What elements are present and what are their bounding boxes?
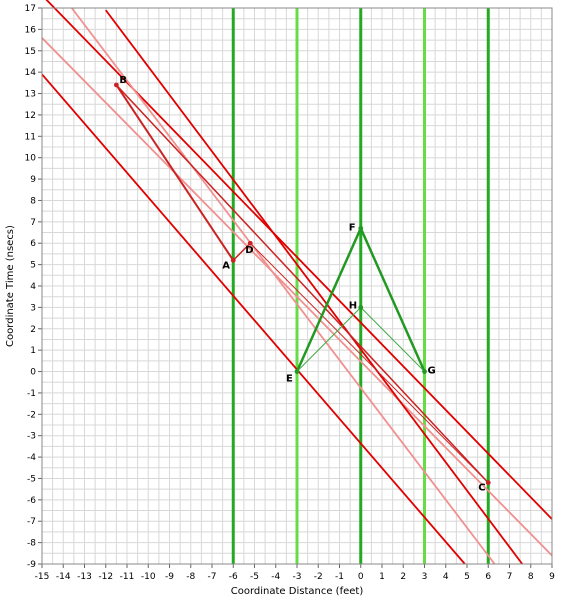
segment-DC xyxy=(249,242,489,484)
point-label-D: D xyxy=(245,245,253,256)
segment-FG xyxy=(359,227,426,373)
y-tick-label: 3 xyxy=(30,303,36,313)
y-tick-label: 10 xyxy=(25,154,37,164)
segment-BA xyxy=(115,84,235,261)
point-label-H: H xyxy=(349,300,357,311)
segment-BC xyxy=(115,84,489,484)
point-G xyxy=(422,369,427,374)
x-tick-label: 9 xyxy=(549,572,555,582)
x-tick-label: 3 xyxy=(422,572,428,582)
diagonal-line-3 xyxy=(105,9,523,565)
x-tick-label: -13 xyxy=(77,572,92,582)
point-label-A: A xyxy=(222,260,230,271)
x-tick-label: -14 xyxy=(56,572,71,582)
point-D xyxy=(247,240,253,246)
y-tick-label: 16 xyxy=(25,25,37,35)
y-tick-label: -9 xyxy=(27,560,36,570)
x-tick-label: -7 xyxy=(208,572,217,582)
segment-HG xyxy=(360,307,425,372)
y-tick-label: -5 xyxy=(27,474,36,484)
x-tick-label: -6 xyxy=(229,572,238,582)
points: A B C D E F G H xyxy=(113,75,491,494)
plot-frame xyxy=(41,7,553,565)
x-tick-labels: -15 -14 -13 -12 -11 -10 -9 -8 -7 -6 -5 -4 -3 -2 -1 0 1 2 3… xyxy=(35,564,555,582)
point-B xyxy=(113,82,119,88)
y-tick-label: 7 xyxy=(30,218,36,228)
y-tick-label: 6 xyxy=(30,239,36,249)
point-E xyxy=(294,369,300,374)
point-label-C: C xyxy=(478,483,485,494)
y-tick-label: 9 xyxy=(30,175,36,185)
x-axis-title: Coordinate Distance (feet) xyxy=(231,586,364,597)
x-tick-label: 2 xyxy=(400,572,406,582)
diagonal-lines xyxy=(41,0,553,565)
x-tick-label: 4 xyxy=(443,572,449,582)
y-tick-label: 17 xyxy=(25,4,36,14)
y-tick-label: -6 xyxy=(27,496,36,506)
vertical-worldlines xyxy=(231,8,490,564)
x-tick-label: 0 xyxy=(358,572,364,582)
point-label-F: F xyxy=(349,222,356,233)
x-tick-label: -3 xyxy=(293,572,302,582)
x-tick-label: 8 xyxy=(528,572,534,582)
triangle-segments xyxy=(115,84,489,484)
segment-AD xyxy=(232,242,251,261)
x-tick-label: -4 xyxy=(271,572,280,582)
x-tick-label: -9 xyxy=(165,572,174,582)
y-tick-label: -1 xyxy=(27,389,36,399)
x-tick-label: -2 xyxy=(314,572,323,582)
y-tick-label: 13 xyxy=(25,90,36,100)
diagonal-line-2 xyxy=(41,73,466,565)
point-label-B: B xyxy=(119,75,127,86)
x-tick-label: 5 xyxy=(464,572,470,582)
y-tick-label: 4 xyxy=(30,282,36,292)
y-tick-label: 2 xyxy=(30,325,36,335)
y-tick-label: -8 xyxy=(27,539,36,549)
x-tick-label: 6 xyxy=(485,572,491,582)
x-tick-label: -5 xyxy=(250,572,259,582)
point-F xyxy=(358,225,364,231)
x-tick-label: 7 xyxy=(507,572,513,582)
point-label-E: E xyxy=(286,374,293,385)
x-tick-label: -10 xyxy=(141,572,156,582)
y-tick-label: 11 xyxy=(25,132,36,142)
y-tick-label: 14 xyxy=(25,68,37,78)
point-H xyxy=(358,304,364,310)
y-axis-title: Coordinate Time (nsecs) xyxy=(5,225,16,347)
point-label-G: G xyxy=(428,366,436,377)
y-tick-labels: -9-8-7-6-5-4-3-2-10123456789101112131415… xyxy=(25,4,42,570)
y-tick-label: 0 xyxy=(30,368,36,378)
diagonal-line-0 xyxy=(45,0,553,520)
x-tick-label: -11 xyxy=(120,572,135,582)
y-tick-label: 1 xyxy=(30,346,36,356)
y-tick-label: -4 xyxy=(27,453,36,463)
diagonal-line-1 xyxy=(41,37,553,557)
point-C xyxy=(485,480,491,486)
y-tick-label: -2 xyxy=(27,410,36,420)
point-A xyxy=(230,257,236,263)
segment-EH xyxy=(296,307,362,372)
y-tick-label: 12 xyxy=(25,111,36,121)
y-tick-label: 8 xyxy=(30,196,36,206)
x-tick-label: -1 xyxy=(335,572,344,582)
segment-EF xyxy=(295,227,362,373)
y-tick-label: -7 xyxy=(27,517,36,527)
x-tick-label: -8 xyxy=(186,572,195,582)
x-tick-label: 1 xyxy=(379,572,385,582)
x-tick-label: -12 xyxy=(98,572,113,582)
diagonal-line-4 xyxy=(71,7,496,565)
x-tick-label: -15 xyxy=(35,572,50,582)
y-tick-label: -3 xyxy=(27,432,36,442)
y-tick-label: 15 xyxy=(25,47,36,57)
y-tick-label: 5 xyxy=(30,261,36,271)
